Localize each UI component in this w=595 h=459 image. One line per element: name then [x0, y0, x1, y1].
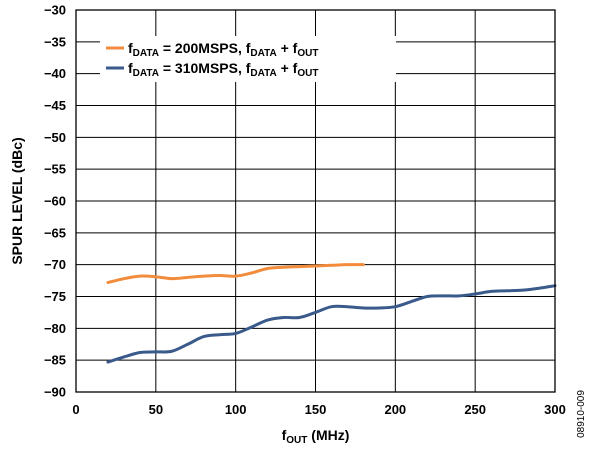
plot-frame [75, 9, 556, 393]
y-tick-label: −60 [44, 194, 66, 209]
x-title-main: f [282, 427, 287, 443]
y-axis-title: SPUR LEVEL (dBc) [9, 137, 25, 264]
legend-label-2: fDATA = 310MSPS, fDATA + fOUT [128, 60, 318, 79]
series-line-1 [106, 263, 365, 284]
y-tick-label: −35 [44, 34, 66, 49]
series-lines [106, 263, 557, 364]
y-tick-label: −45 [44, 98, 66, 113]
x-tick-label: 200 [384, 402, 406, 417]
y-tick-label: −55 [44, 162, 66, 177]
y-tick-label: −80 [44, 321, 66, 336]
figure-id: 08910-009 [576, 390, 587, 438]
legend-box [100, 36, 396, 82]
x-tick-label: 100 [225, 402, 247, 417]
legend-label-1: fDATA = 200MSPS, fDATA + fOUT [128, 40, 318, 59]
y-tick-label: −90 [44, 385, 66, 400]
y-tick-label: −30 [44, 3, 66, 18]
y-tick-label: −70 [44, 257, 66, 272]
series-line-2 [106, 284, 557, 364]
x-tick-label: 0 [72, 402, 79, 417]
x-title-sub: OUT [286, 435, 307, 446]
x-tick-label: 50 [149, 402, 163, 417]
x-tick-label: 300 [544, 402, 566, 417]
y-tick-label: −75 [44, 289, 66, 304]
y-tick-label: −85 [44, 353, 66, 368]
x-tick-label: 150 [305, 402, 327, 417]
tick-labels: 0 50 100 150 200 250 300 −30 −35 −40 −45 −50 −55 −60 −… [44, 3, 566, 418]
x-tick-label: 250 [464, 402, 486, 417]
y-tick-label: −40 [44, 66, 66, 81]
x-title-unit: (MHz) [307, 427, 349, 443]
y-tick-label: −50 [44, 130, 66, 145]
y-tick-label: −65 [44, 225, 66, 240]
x-axis-title: fOUT (MHz) [282, 427, 350, 446]
